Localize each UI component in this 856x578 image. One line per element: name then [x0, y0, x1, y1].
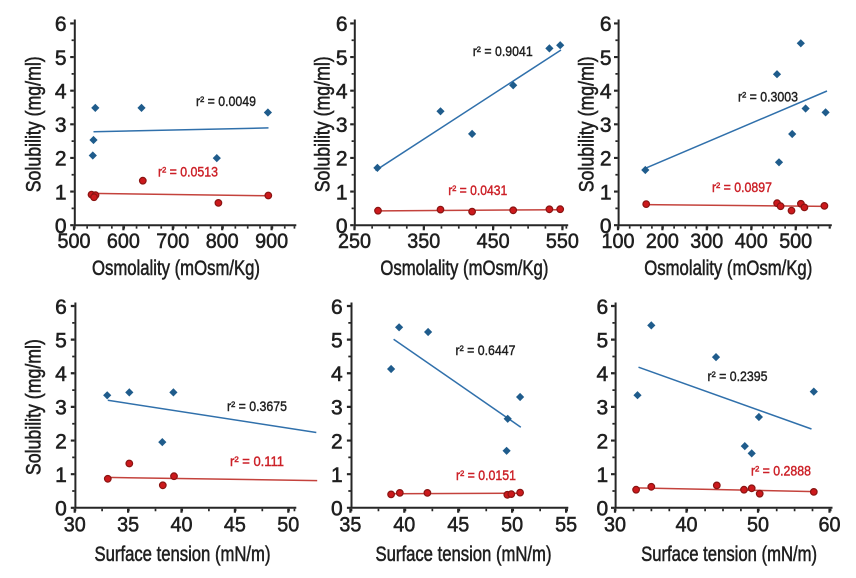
svg-text:Osmolality (mOsm/Kg): Osmolality (mOsm/Kg)	[92, 257, 260, 280]
svg-text:1: 1	[55, 464, 67, 487]
svg-text:1: 1	[55, 181, 67, 204]
svg-text:800: 800	[206, 230, 239, 253]
svg-text:Solubility (mg/ml): Solubility (mg/ml)	[311, 56, 334, 192]
svg-text:0: 0	[55, 215, 67, 238]
svg-text:2: 2	[597, 430, 609, 453]
svg-text:200: 200	[646, 230, 679, 253]
svg-text:r² = 0.0513: r² = 0.0513	[158, 165, 218, 180]
svg-text:0: 0	[55, 498, 67, 521]
svg-text:600: 600	[107, 230, 140, 253]
svg-text:0: 0	[600, 215, 612, 238]
svg-text:40: 40	[676, 514, 698, 537]
svg-text:5: 5	[600, 47, 612, 70]
svg-text:2: 2	[331, 430, 343, 453]
svg-text:30: 30	[604, 514, 626, 537]
svg-text:4: 4	[55, 80, 67, 103]
svg-text:900: 900	[255, 230, 288, 253]
svg-text:r² = 0.111: r² = 0.111	[230, 454, 284, 469]
svg-text:3: 3	[55, 397, 67, 420]
svg-text:300: 300	[690, 230, 723, 253]
svg-text:2: 2	[55, 430, 67, 453]
svg-text:500: 500	[779, 230, 812, 253]
svg-text:2: 2	[55, 148, 67, 171]
svg-text:Osmolality (mOsm/Kg): Osmolality (mOsm/Kg)	[380, 257, 548, 280]
svg-text:700: 700	[156, 230, 189, 253]
svg-text:6: 6	[597, 296, 609, 319]
svg-text:2: 2	[600, 148, 612, 171]
svg-text:Surface tension (mN/m): Surface tension (mN/m)	[641, 543, 817, 566]
svg-text:250: 250	[338, 230, 371, 253]
svg-text:Solubility (mg/ml): Solubility (mg/ml)	[23, 339, 46, 475]
svg-text:40: 40	[393, 514, 415, 537]
svg-text:r² = 0.0151: r² = 0.0151	[456, 468, 516, 483]
svg-text:Surface tension (mN/m): Surface tension (mN/m)	[376, 543, 552, 566]
svg-text:1: 1	[600, 181, 612, 204]
svg-text:50: 50	[747, 514, 769, 537]
svg-text:55: 55	[555, 514, 577, 537]
svg-text:6: 6	[55, 296, 67, 319]
svg-text:6: 6	[336, 13, 348, 36]
svg-text:r² = 0.3003: r² = 0.3003	[738, 89, 798, 104]
svg-text:6: 6	[600, 13, 612, 36]
svg-text:4: 4	[597, 363, 609, 386]
svg-text:Solubility (mg/ml): Solubility (mg/ml)	[576, 56, 599, 192]
svg-text:r² = 0.6447: r² = 0.6447	[456, 343, 516, 358]
svg-text:Solubility (mg/ml): Solubility (mg/ml)	[22, 56, 45, 192]
svg-text:0: 0	[597, 498, 609, 521]
svg-text:60: 60	[819, 514, 841, 537]
svg-text:Surface tension (mN/m): Surface tension (mN/m)	[95, 543, 271, 566]
svg-text:r² = 0.9041: r² = 0.9041	[473, 44, 533, 59]
svg-text:3: 3	[600, 114, 612, 137]
svg-text:2: 2	[336, 148, 348, 171]
svg-text:40: 40	[171, 514, 193, 537]
svg-text:Osmolality (mOsm/Kg): Osmolality (mOsm/Kg)	[644, 257, 812, 280]
svg-text:30: 30	[64, 514, 86, 537]
svg-text:5: 5	[336, 47, 348, 70]
svg-text:0: 0	[331, 498, 343, 521]
svg-text:r² = 0.0897: r² = 0.0897	[712, 180, 772, 195]
svg-text:r² = 0.0049: r² = 0.0049	[196, 94, 256, 109]
svg-text:0: 0	[336, 215, 348, 238]
svg-text:5: 5	[331, 329, 343, 352]
svg-text:3: 3	[336, 114, 348, 137]
svg-text:5: 5	[597, 329, 609, 352]
svg-text:35: 35	[339, 514, 361, 537]
svg-text:45: 45	[224, 514, 246, 537]
svg-text:400: 400	[735, 230, 768, 253]
svg-text:r² = 0.3675: r² = 0.3675	[227, 399, 287, 414]
svg-text:4: 4	[336, 80, 348, 103]
svg-text:5: 5	[55, 47, 67, 70]
svg-text:4: 4	[600, 80, 612, 103]
svg-text:6: 6	[331, 296, 343, 319]
svg-text:50: 50	[277, 514, 299, 537]
svg-text:35: 35	[117, 514, 139, 537]
svg-text:350: 350	[407, 230, 440, 253]
svg-text:450: 450	[477, 230, 510, 253]
svg-text:500: 500	[58, 230, 91, 253]
svg-text:100: 100	[602, 230, 635, 253]
svg-text:6: 6	[55, 13, 67, 36]
svg-text:1: 1	[331, 464, 343, 487]
svg-text:550: 550	[546, 230, 579, 253]
svg-text:4: 4	[331, 363, 343, 386]
svg-text:r² = 0.0431: r² = 0.0431	[448, 183, 507, 198]
svg-text:1: 1	[597, 464, 609, 487]
svg-text:r² = 0.2888: r² = 0.2888	[751, 463, 811, 478]
svg-text:3: 3	[55, 114, 67, 137]
svg-text:4: 4	[55, 363, 67, 386]
svg-text:r² = 0.2395: r² = 0.2395	[708, 369, 768, 384]
svg-text:50: 50	[501, 514, 523, 537]
svg-text:5: 5	[55, 329, 67, 352]
svg-text:3: 3	[597, 397, 609, 420]
svg-text:45: 45	[447, 514, 469, 537]
svg-text:1: 1	[336, 181, 348, 204]
svg-text:3: 3	[331, 397, 343, 420]
